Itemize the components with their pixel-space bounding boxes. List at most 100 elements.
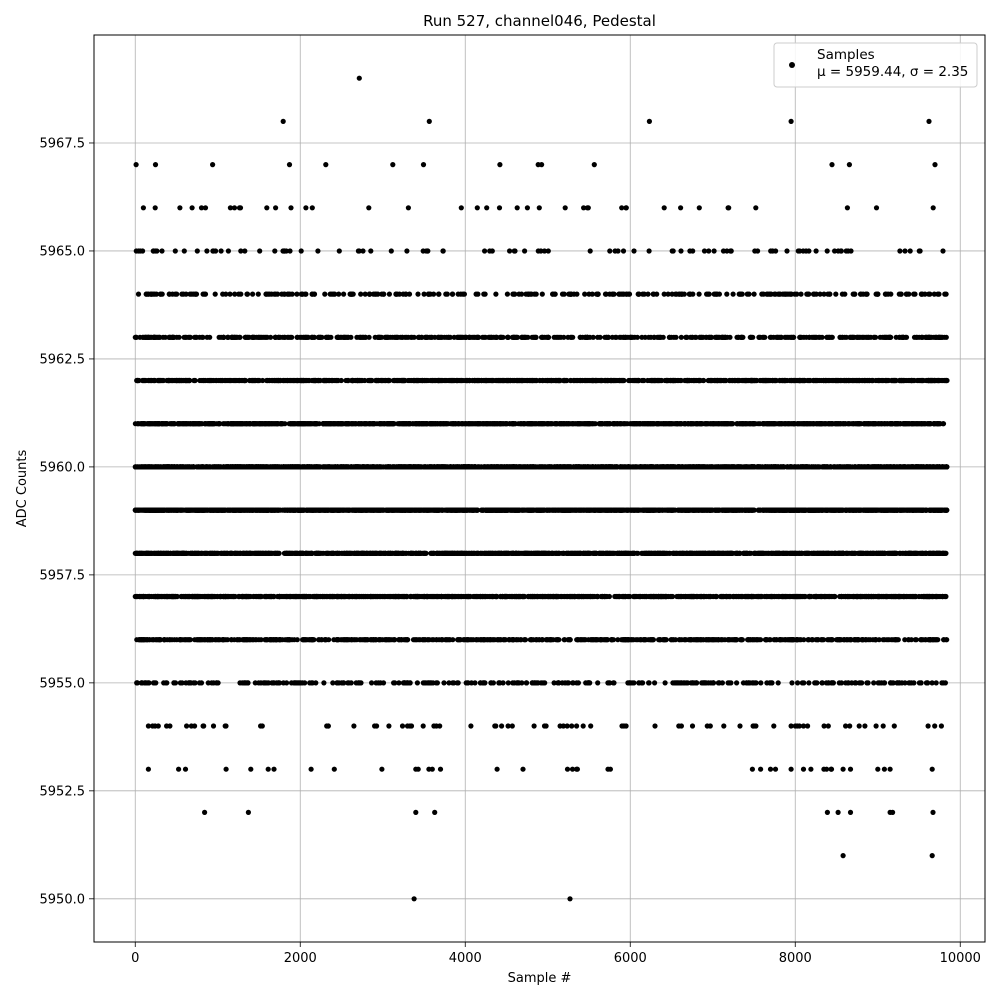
data-point <box>705 550 711 556</box>
data-point <box>880 723 886 729</box>
data-point <box>225 637 231 643</box>
data-point <box>689 723 696 729</box>
data-point <box>245 809 251 816</box>
data-point <box>524 680 530 686</box>
data-point <box>253 637 260 643</box>
data-point <box>164 593 170 600</box>
data-point <box>727 637 733 643</box>
data-point <box>391 680 397 686</box>
data-point <box>564 723 570 729</box>
data-point <box>679 550 686 556</box>
data-point <box>499 723 505 729</box>
data-point <box>876 637 882 643</box>
data-point <box>339 593 345 600</box>
data-point <box>223 766 229 772</box>
data-point <box>214 593 220 600</box>
data-point <box>621 723 627 729</box>
data-point <box>564 680 571 686</box>
data-point <box>843 680 849 686</box>
data-point <box>662 550 668 556</box>
data-point <box>243 550 249 556</box>
data-point <box>788 766 794 772</box>
data-point <box>625 637 631 643</box>
data-point <box>588 723 594 729</box>
data-point <box>884 593 890 600</box>
data-point <box>790 637 796 643</box>
data-point <box>782 550 788 556</box>
data-point <box>408 723 415 729</box>
data-point <box>851 593 857 600</box>
data-point <box>308 766 314 772</box>
data-point <box>677 637 683 643</box>
data-point <box>523 550 529 556</box>
data-point <box>227 550 233 556</box>
data-point <box>387 593 393 600</box>
data-point <box>515 680 521 686</box>
data-point <box>175 550 181 556</box>
data-point <box>496 680 502 686</box>
data-point <box>829 550 836 556</box>
data-point <box>843 723 849 729</box>
data-point <box>222 593 228 600</box>
data-point <box>830 680 837 686</box>
data-point <box>783 593 789 600</box>
data-point <box>715 680 722 686</box>
data-point <box>372 723 378 729</box>
data-point <box>929 680 935 686</box>
data-point <box>465 593 471 600</box>
data-point <box>760 550 767 556</box>
data-point <box>462 637 468 643</box>
data-point <box>213 680 220 686</box>
data-point <box>746 680 752 686</box>
data-point <box>160 550 166 556</box>
data-point <box>367 593 373 600</box>
data-point <box>840 766 846 772</box>
data-point <box>244 637 250 643</box>
data-point <box>358 680 364 686</box>
data-point <box>590 637 596 643</box>
data-point <box>199 593 205 600</box>
data-point <box>835 809 841 816</box>
data-point <box>222 723 228 729</box>
data-point <box>202 550 208 556</box>
data-point <box>660 637 666 643</box>
data-point <box>764 637 770 643</box>
data-point <box>231 637 237 643</box>
data-point <box>862 723 868 729</box>
data-point <box>866 593 872 600</box>
data-point <box>357 637 363 643</box>
data-point <box>209 593 216 600</box>
data-point <box>629 550 635 556</box>
data-point <box>890 637 896 643</box>
data-point <box>334 637 340 643</box>
data-point <box>445 593 451 600</box>
data-point <box>429 766 435 772</box>
data-point <box>629 637 636 643</box>
data-point <box>150 680 157 686</box>
data-point <box>844 550 850 556</box>
data-point <box>145 723 151 729</box>
data-point <box>309 550 315 556</box>
data-point <box>585 637 592 643</box>
data-point <box>639 593 646 600</box>
data-point <box>561 637 567 643</box>
data-point <box>802 593 808 600</box>
data-point <box>797 637 803 643</box>
data-point <box>847 723 853 729</box>
data-point <box>218 550 224 556</box>
data-point <box>806 637 812 643</box>
data-point <box>155 723 161 729</box>
data-point <box>649 593 655 600</box>
data-point <box>473 637 479 643</box>
data-point <box>768 550 774 556</box>
data-point <box>510 550 516 556</box>
data-point <box>668 593 674 600</box>
data-point <box>606 593 613 600</box>
data-point <box>813 593 819 600</box>
data-point <box>724 550 730 556</box>
data-point <box>177 680 183 686</box>
data-point <box>598 637 604 643</box>
data-point <box>484 637 491 643</box>
data-point <box>500 637 507 643</box>
